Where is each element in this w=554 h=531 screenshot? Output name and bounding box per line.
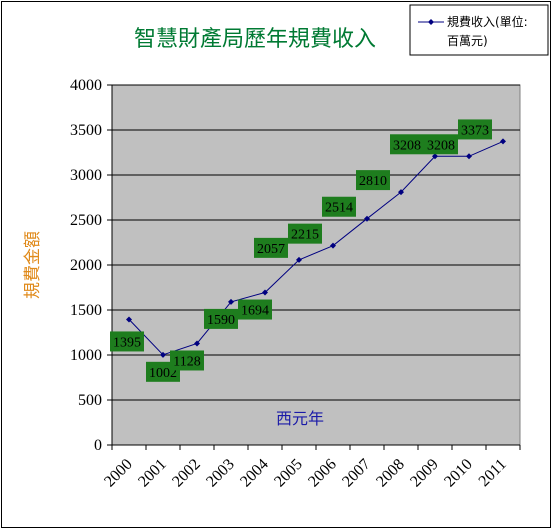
- x-tick-label: 2000: [101, 456, 136, 491]
- data-label: 2810: [359, 174, 387, 189]
- x-tick-label: 2001: [135, 456, 170, 491]
- data-label-box: [204, 308, 238, 329]
- x-tick-label: 2007: [339, 456, 374, 491]
- legend-marker: [428, 19, 434, 25]
- data-label: 1395: [113, 335, 141, 350]
- y-axis-label: 規費金額: [23, 231, 43, 299]
- data-point: [432, 153, 438, 160]
- y-tick-label: 500: [78, 392, 102, 409]
- x-tick-label: 2010: [441, 456, 476, 491]
- data-label: 3208: [427, 138, 455, 153]
- data-label-layer: 1395100211281590169420572215251428103208…: [110, 119, 492, 382]
- x-tick-label: 2002: [169, 456, 204, 491]
- x-tick-label: 2003: [203, 456, 238, 491]
- data-label: 2057: [257, 242, 285, 257]
- legend: 規費收入(單位: 百萬元): [409, 4, 549, 56]
- x-tick-label: 2009: [407, 456, 442, 491]
- data-label-box: [170, 350, 204, 371]
- legend-entry-line2: 百萬元): [447, 34, 488, 48]
- data-label: 1590: [207, 313, 235, 328]
- data-point: [398, 189, 404, 196]
- gridlines: [112, 84, 520, 401]
- data-point: [330, 242, 336, 249]
- y-tick-label: 2000: [70, 257, 102, 274]
- x-tick-label: 2008: [373, 456, 408, 491]
- series-line: [128, 140, 504, 356]
- data-label: 3208: [393, 138, 421, 153]
- data-label: 2514: [325, 201, 353, 216]
- y-tick-label: 3500: [70, 122, 102, 139]
- y-tick-label: 2500: [70, 212, 102, 229]
- x-tick-label: 2004: [237, 456, 272, 491]
- data-label-box: [390, 134, 424, 155]
- data-point: [466, 153, 472, 160]
- legend-box: [409, 4, 549, 56]
- data-point: [160, 351, 166, 358]
- y-axis-ticks: 0 500 1000 1500 2000 2500 3000 3500 4000: [70, 77, 112, 454]
- y-tick-label: 3000: [70, 167, 102, 184]
- data-label: 2215: [291, 228, 319, 243]
- data-point: [126, 316, 132, 323]
- data-label-box: [356, 170, 390, 191]
- data-label-box: [238, 299, 272, 320]
- data-point: [194, 340, 200, 347]
- series-layer: [126, 138, 506, 358]
- data-label-box: [424, 134, 458, 155]
- data-point: [228, 298, 234, 305]
- data-label-box: [288, 223, 322, 244]
- legend-entry-line1: 規費收入(單位:: [447, 14, 528, 29]
- data-point: [500, 138, 506, 145]
- data-point: [296, 256, 302, 263]
- y-tick-label: 0: [94, 437, 102, 454]
- y-tick-label: 1000: [70, 347, 102, 364]
- x-tick-label: 2006: [305, 456, 340, 491]
- data-label-box: [110, 331, 144, 352]
- data-label-box: [458, 119, 492, 140]
- data-label-box: [254, 237, 288, 258]
- x-axis-ticks: 2000 2001 2002 2003 2004 2005 2006 2007 2008 2009…: [101, 445, 521, 491]
- data-label: 1128: [173, 354, 200, 369]
- data-point: [364, 215, 370, 222]
- y-tick-label: 1500: [70, 302, 102, 319]
- data-label-box: [322, 196, 356, 217]
- x-tick-label: 2005: [271, 456, 306, 491]
- chart-title: 智慧財產局歷年規費收入: [134, 27, 376, 52]
- data-label: 3373: [461, 123, 489, 138]
- data-label: 1694: [241, 304, 269, 319]
- data-point: [262, 289, 268, 296]
- x-tick-label: 2011: [476, 456, 510, 490]
- x-axis-label: 西元年: [276, 409, 324, 428]
- y-tick-label: 4000: [70, 77, 102, 94]
